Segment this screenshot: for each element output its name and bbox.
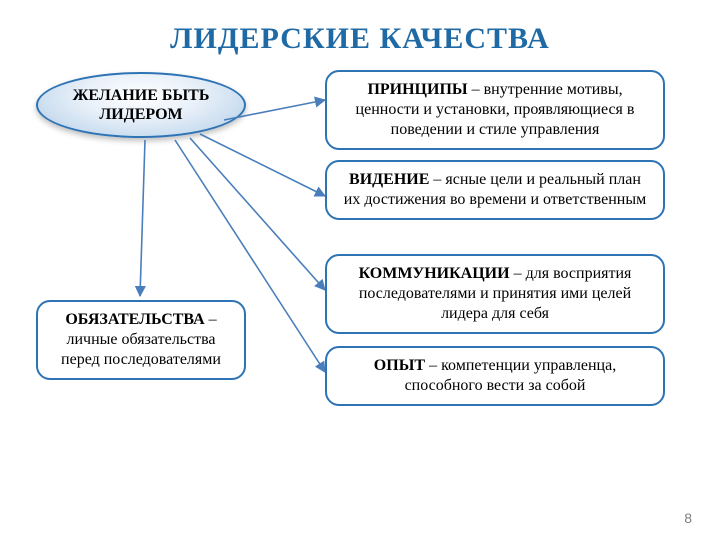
node-obligations-term: ОБЯЗАТЕЛЬСТВА [65, 311, 204, 328]
node-principles-term: ПРИНЦИПЫ [367, 81, 467, 98]
node-communications: КОММУНИКАЦИИ – для восприятия последоват… [325, 254, 665, 334]
page-title: ЛИДЕРСКИЕ КАЧЕСТВА [0, 22, 720, 56]
center-node-label: ЖЕЛАНИЕ БЫТЬ ЛИДЕРОМ [56, 86, 226, 124]
node-vision-term: ВИДЕНИЕ [349, 171, 429, 188]
node-experience-desc: – компетенции управленца, способного вес… [405, 357, 617, 394]
node-obligations: ОБЯЗАТЕЛЬСТВА – личные обязательства пер… [36, 300, 246, 380]
page-number: 8 [684, 510, 692, 526]
node-experience-term: ОПЫТ [374, 357, 425, 374]
arrow [140, 140, 145, 296]
center-node: ЖЕЛАНИЕ БЫТЬ ЛИДЕРОМ [36, 72, 246, 138]
node-vision: ВИДЕНИЕ – ясные цели и реальный план их … [325, 160, 665, 220]
arrow [200, 134, 325, 196]
node-experience: ОПЫТ – компетенции управленца, способног… [325, 346, 665, 406]
arrow [190, 138, 325, 290]
node-communications-term: КОММУНИКАЦИИ [359, 265, 510, 282]
node-principles: ПРИНЦИПЫ – внутренние мотивы, ценности и… [325, 70, 665, 150]
